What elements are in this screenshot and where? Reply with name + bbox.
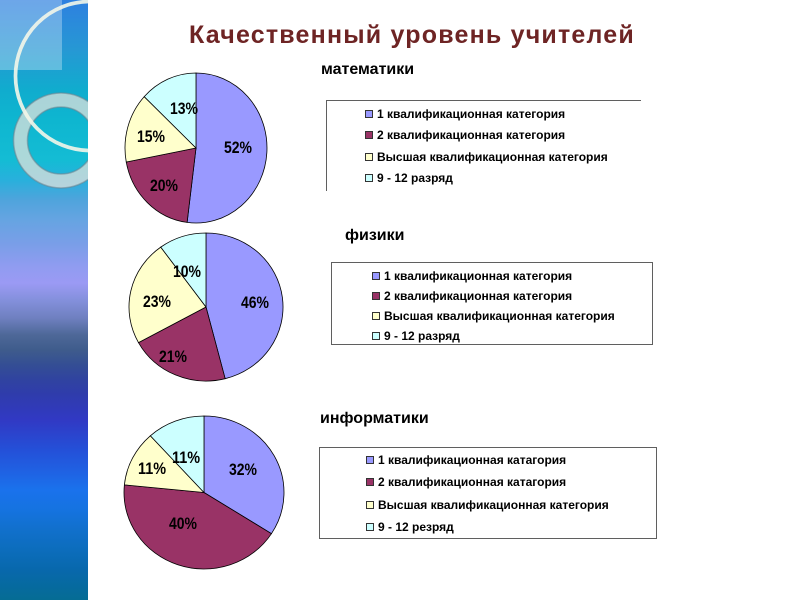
- svg-text:21%: 21%: [159, 347, 187, 366]
- svg-text:15%: 15%: [137, 127, 165, 146]
- svg-text:11%: 11%: [172, 448, 200, 467]
- svg-text:11%: 11%: [138, 459, 166, 478]
- svg-text:46%: 46%: [241, 293, 269, 312]
- svg-text:10%: 10%: [173, 262, 201, 281]
- svg-text:20%: 20%: [150, 176, 178, 195]
- svg-text:40%: 40%: [169, 514, 197, 533]
- svg-text:23%: 23%: [143, 292, 171, 311]
- svg-text:52%: 52%: [224, 138, 252, 157]
- svg-text:32%: 32%: [229, 460, 257, 479]
- svg-text:13%: 13%: [170, 99, 198, 118]
